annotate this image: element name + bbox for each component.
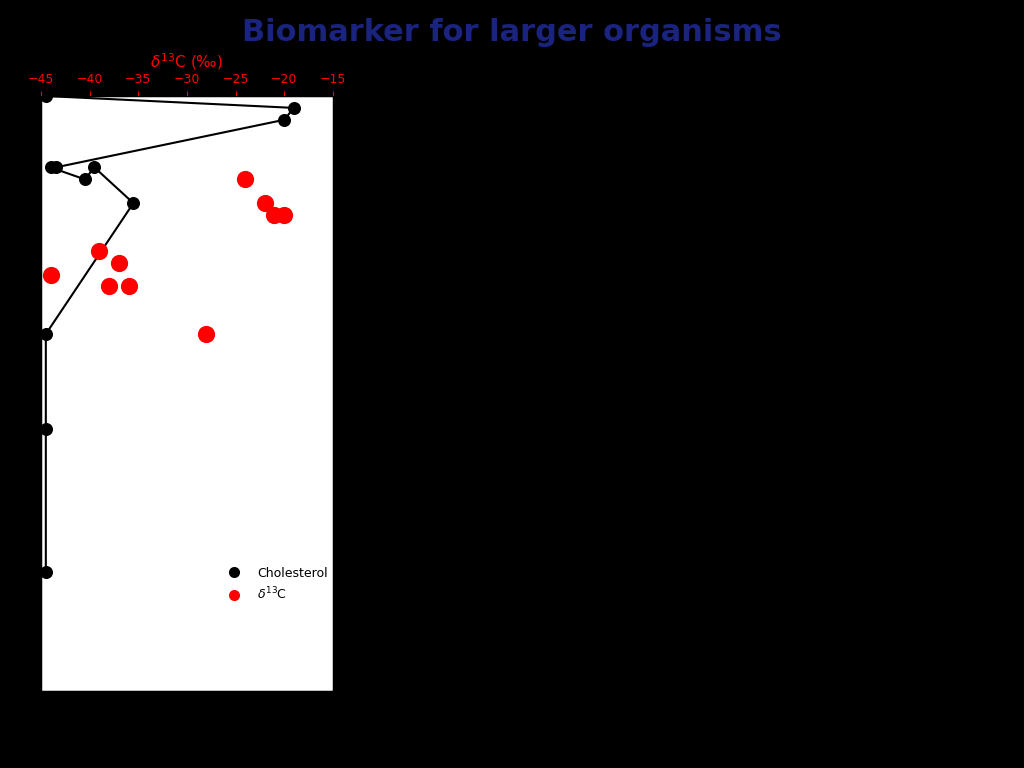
X-axis label: $\delta^{13}$C (‰): $\delta^{13}$C (‰)	[151, 51, 223, 72]
Point	[38, 328, 54, 340]
Text: H: H	[572, 582, 582, 595]
Point	[275, 114, 293, 126]
Point	[256, 197, 272, 209]
Polygon shape	[611, 486, 624, 517]
Polygon shape	[688, 492, 701, 523]
Point	[38, 423, 54, 435]
Text: H: H	[651, 582, 660, 595]
Point	[125, 197, 141, 209]
Point	[47, 161, 63, 174]
Text: ···H: ···H	[735, 559, 757, 572]
Point	[91, 244, 108, 257]
Point	[238, 174, 254, 186]
Point	[266, 209, 283, 221]
Point	[86, 161, 102, 174]
Point	[77, 174, 93, 186]
Y-axis label: Depth (m): Depth (m)	[0, 355, 2, 432]
Point	[199, 328, 215, 340]
Legend: Cholesterol, $\delta^{13}$C: Cholesterol, $\delta^{13}$C	[217, 561, 333, 607]
Text: Biomarker for larger organisms: Biomarker for larger organisms	[243, 18, 781, 47]
Point	[100, 280, 118, 293]
Point	[43, 269, 59, 281]
Text: HO: HO	[403, 605, 429, 624]
Text: (3β)-cholest-5-en-3-ol): (3β)-cholest-5-en-3-ol)	[371, 300, 966, 352]
Point	[38, 566, 54, 578]
Text: Cholesterol: Cholesterol	[488, 181, 848, 243]
Point	[38, 90, 54, 102]
Point	[43, 161, 59, 174]
Point	[111, 257, 127, 269]
Point	[275, 209, 293, 221]
Point	[121, 280, 137, 293]
X-axis label: Cholesterol (ng/L): Cholesterol (ng/L)	[119, 720, 255, 734]
Point	[286, 102, 302, 114]
